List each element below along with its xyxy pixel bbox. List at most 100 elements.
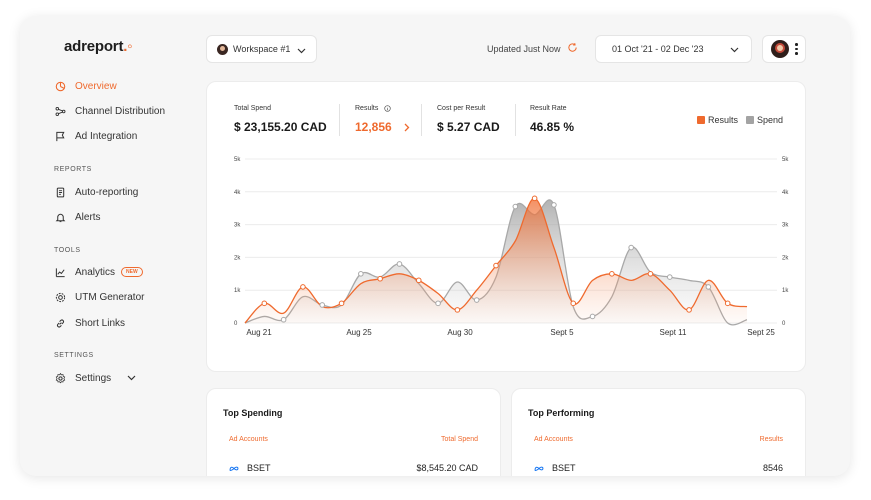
workspace-avatar — [217, 43, 228, 55]
results-point — [454, 307, 461, 313]
y-tick-label-left: 2k — [234, 255, 241, 261]
sidebar-item-label: Overview — [75, 80, 117, 92]
overview-card: Total Spend $ 23,155.20 CAD Results 12,8… — [206, 81, 806, 372]
section-label-tools: TOOLS — [54, 247, 81, 254]
sidebar-item-ad-integration[interactable]: Ad Integration — [54, 126, 137, 146]
metric-value: 46.85 % — [530, 120, 575, 134]
results-point — [724, 300, 731, 307]
column-header-total-spend[interactable]: Total Spend — [441, 436, 478, 443]
top-performing-card: Top Performing Ad Accounts Results BSET … — [511, 388, 806, 476]
sidebar-item-label: UTM Generator — [75, 291, 145, 303]
sidebar-item-label: Auto-reporting — [75, 186, 139, 198]
y-tick-label-right: 3k — [782, 223, 789, 229]
divider — [515, 104, 516, 136]
spend-point — [435, 300, 441, 307]
column-header-results[interactable]: Results — [759, 436, 783, 443]
metric-cost-per-result: Cost per Result $ 5.27 CAD — [437, 105, 500, 134]
sidebar-item-settings[interactable]: Settings — [54, 368, 136, 388]
metric-total-spend: Total Spend $ 23,155.20 CAD — [234, 105, 327, 134]
results-point — [493, 262, 499, 269]
metric-result-rate: Result Rate 46.85 % — [530, 105, 574, 134]
spend-point — [358, 271, 364, 277]
x-tick-label: Sept 11 — [660, 328, 688, 337]
spend-point — [473, 297, 480, 303]
results-point — [300, 284, 306, 290]
section-label-reports: REPORTS — [54, 166, 92, 173]
table-row[interactable]: BSET — [534, 463, 576, 473]
x-tick-label: Aug 25 — [346, 328, 372, 337]
sidebar-item-utm-generator[interactable]: UTM Generator — [54, 287, 144, 307]
x-tick-label: Sept 5 — [550, 328, 574, 337]
bell-icon — [54, 211, 66, 223]
x-tick-label: Aug 30 — [447, 328, 473, 337]
sidebar-item-label: Ad Integration — [75, 130, 138, 142]
table-row[interactable]: BSET — [229, 463, 271, 473]
meta-logo-icon — [534, 465, 544, 472]
y-tick-label-right: 2k — [782, 255, 789, 261]
chevron-right-icon[interactable] — [404, 123, 410, 132]
sidebar-item-short-links[interactable]: Short Links — [54, 313, 125, 333]
chevron-down-icon[interactable] — [127, 375, 136, 381]
sidebar-item-analytics[interactable]: Analytics NEW — [54, 262, 143, 282]
spend-point — [705, 284, 712, 290]
results-spend-chart[interactable]: 0 0 1k 1k 2k 2k 3k 3k 4k 4k 5k 5k Aug 21 Aug 25 Aug 30… — [207, 82, 807, 373]
document-icon — [54, 186, 66, 198]
legend-item-spend[interactable]: Spend — [745, 115, 783, 125]
results-point — [338, 300, 345, 307]
sidebar-item-label: Short Links — [75, 317, 126, 329]
chevron-down-icon — [297, 46, 306, 56]
legend-item-results[interactable]: Results — [696, 115, 738, 125]
app-logo[interactable]: adreport.◦ — [64, 38, 133, 55]
sidebar-item-label: Channel Distribution — [75, 105, 166, 117]
results-point — [609, 271, 615, 277]
spend-point — [551, 202, 557, 208]
results-point — [647, 271, 654, 277]
sidebar-item-label: Analytics — [75, 266, 116, 278]
gear-cog-icon — [54, 291, 66, 303]
chevron-down-icon — [730, 45, 739, 55]
profile-menu[interactable] — [762, 35, 806, 63]
refresh-icon[interactable] — [567, 42, 578, 55]
y-tick-label-left: 0 — [234, 321, 238, 327]
top-spending-card: Top Spending Ad Accounts Total Spend BSE… — [206, 388, 501, 476]
y-tick-label-left: 1k — [234, 288, 241, 294]
sidebar-item-alerts[interactable]: Alerts — [54, 207, 101, 227]
y-tick-label-left: 5k — [234, 157, 241, 163]
sidebar: adreport.◦ Overview Channel Distribution… — [20, 16, 200, 476]
app-window: adreport.◦ Overview Channel Distribution… — [20, 16, 850, 476]
date-range-picker[interactable]: 01 Oct '21 - 02 Dec '23 — [595, 35, 752, 63]
column-header-ad-accounts[interactable]: Ad Accounts — [534, 436, 573, 443]
metric-value: 12,856 — [355, 120, 410, 134]
table-cell-value: 8546 — [762, 463, 783, 473]
results-point — [686, 307, 692, 313]
updated-text: Updated Just Now — [487, 43, 561, 54]
info-icon[interactable] — [384, 105, 391, 112]
sidebar-item-auto-reporting[interactable]: Auto-reporting — [54, 182, 138, 202]
more-options-icon[interactable] — [795, 43, 798, 55]
metric-results[interactable]: Results 12,856 — [355, 105, 410, 134]
workspace-selector[interactable]: Workspace #1 — [206, 35, 317, 63]
settings-icon — [54, 372, 66, 384]
user-avatar[interactable] — [771, 40, 789, 58]
results-point — [415, 277, 422, 284]
column-header-ad-accounts[interactable]: Ad Accounts — [229, 436, 268, 443]
workspace-label: Workspace #1 — [233, 44, 291, 54]
y-tick-label-right: 0 — [782, 321, 786, 327]
sidebar-item-overview[interactable]: Overview — [54, 76, 117, 96]
metric-label: Cost per Result — [437, 105, 486, 112]
spend-point — [666, 274, 673, 280]
link-icon — [54, 317, 66, 329]
metric-value: $ 23,155.20 CAD — [234, 120, 327, 134]
results-area — [245, 198, 747, 323]
y-tick-label-left: 3k — [234, 223, 241, 229]
spend-point — [280, 316, 287, 323]
y-tick-label-left: 4k — [234, 190, 241, 196]
x-tick-label: Sept 25 — [747, 328, 775, 337]
legend-swatch — [745, 116, 754, 124]
legend-label: Spend — [756, 115, 783, 125]
divider — [339, 104, 340, 136]
y-tick-label-right: 4k — [782, 190, 789, 196]
sidebar-item-channel-distribution[interactable]: Channel Distribution — [54, 101, 165, 121]
line-chart-icon — [54, 266, 66, 278]
results-point — [377, 275, 383, 282]
